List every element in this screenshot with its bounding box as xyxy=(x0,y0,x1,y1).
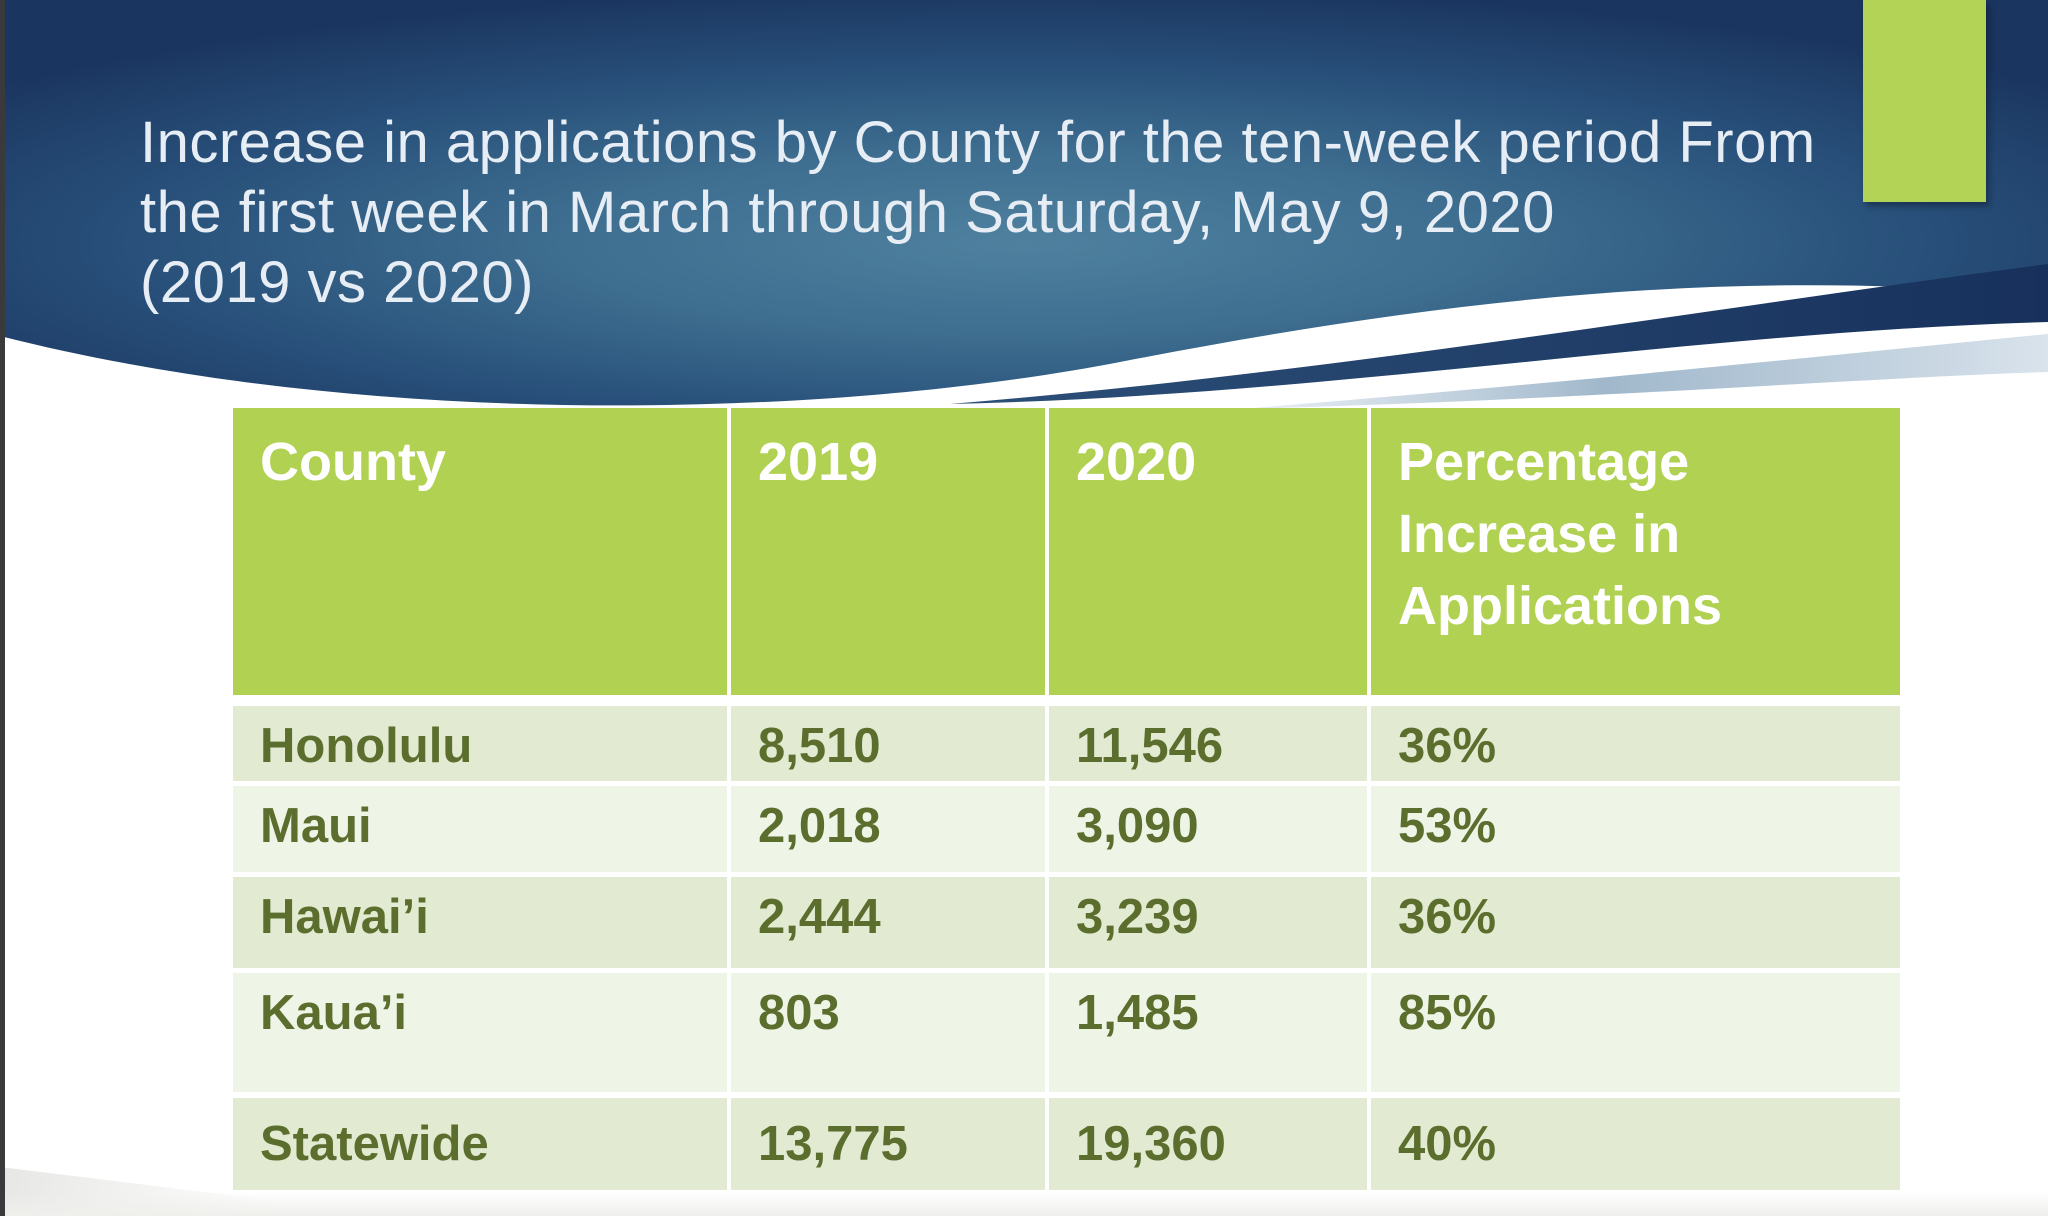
applications-table: County 2019 2020 Percentage Increase in … xyxy=(233,408,1900,1190)
cell-percentage: 40% xyxy=(1371,1098,1900,1190)
table-row-hawaii: Hawai’i 2,444 3,239 36% xyxy=(233,877,1900,968)
cell-county: Kaua’i xyxy=(233,973,727,1092)
banner-main-shape xyxy=(0,0,2048,406)
header-county: County xyxy=(233,408,727,695)
accent-rectangle xyxy=(1863,0,1986,202)
slide-title-line-3: (2019 vs 2020) xyxy=(140,250,534,315)
cell-2019: 8,510 xyxy=(731,706,1045,781)
cell-2020: 3,090 xyxy=(1049,786,1367,872)
cell-2020: 3,239 xyxy=(1049,877,1367,968)
table-row-honolulu: Honolulu 8,510 11,546 36% xyxy=(233,706,1900,781)
banner-background xyxy=(0,0,2048,409)
cell-county: Maui xyxy=(233,786,727,872)
bottom-edge-strip xyxy=(0,1192,2048,1216)
cell-2020: 1,485 xyxy=(1049,973,1367,1092)
header-2019: 2019 xyxy=(731,408,1045,695)
cell-2020: 19,360 xyxy=(1049,1098,1367,1190)
table-row-kauai: Kaua’i 803 1,485 85% xyxy=(233,973,1900,1092)
left-window-edge xyxy=(0,0,5,1216)
cell-2019: 2,444 xyxy=(731,877,1045,968)
cell-2019: 803 xyxy=(731,973,1045,1092)
cell-2020: 11,546 xyxy=(1049,706,1367,781)
slide-title-line-1: Increase in applications by County for t… xyxy=(140,110,1816,175)
cell-2019: 13,775 xyxy=(731,1098,1045,1190)
table-row-statewide: Statewide 13,775 19,360 40% xyxy=(233,1098,1900,1190)
slide-title: Increase in applications by County for t… xyxy=(140,108,1816,318)
cell-percentage: 85% xyxy=(1371,973,1900,1092)
header-percentage-increase: Percentage Increase in Applications xyxy=(1371,408,1900,695)
cell-percentage: 36% xyxy=(1371,877,1900,968)
cell-county: Statewide xyxy=(233,1098,727,1190)
header-2020: 2020 xyxy=(1049,408,1367,695)
table-body: Honolulu 8,510 11,546 36% Maui 2,018 3,0… xyxy=(233,706,1900,1190)
cell-county: Honolulu xyxy=(233,706,727,781)
cell-2019: 2,018 xyxy=(731,786,1045,872)
cell-percentage: 36% xyxy=(1371,706,1900,781)
table-header-row: County 2019 2020 Percentage Increase in … xyxy=(233,408,1900,695)
banner-light-swoosh xyxy=(1240,334,2048,409)
table-row-maui: Maui 2,018 3,090 53% xyxy=(233,786,1900,872)
cell-county: Hawai’i xyxy=(233,877,727,968)
cell-percentage: 53% xyxy=(1371,786,1900,872)
slide-title-line-2: the first week in March through Saturday… xyxy=(140,180,1555,245)
